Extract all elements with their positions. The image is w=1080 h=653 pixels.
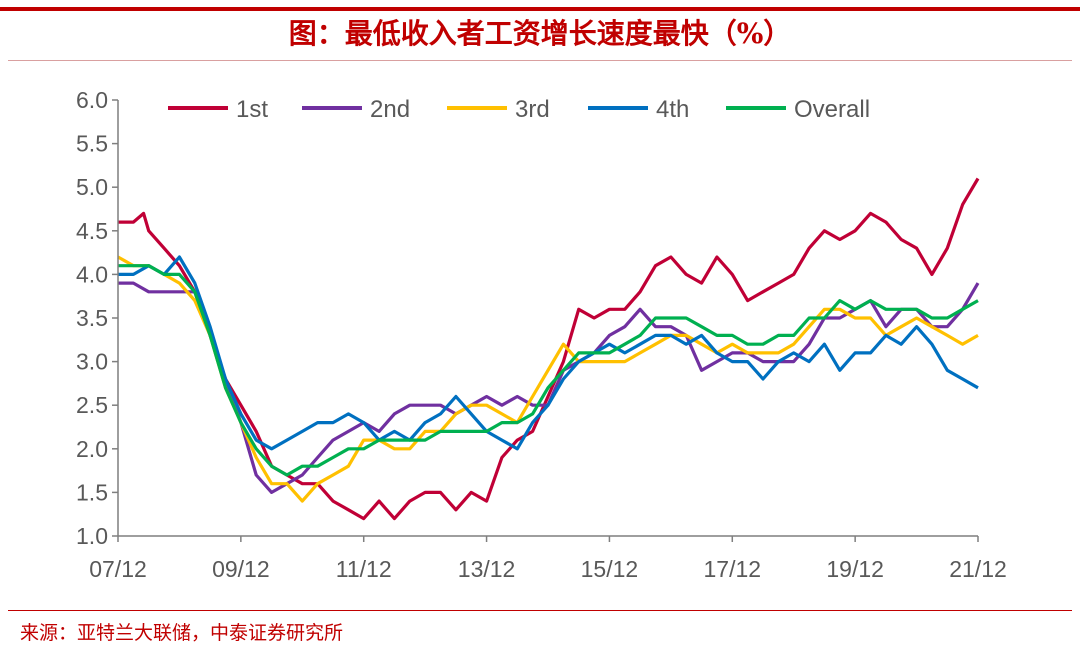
- chart-title: 图：最低收入者工资增长速度最快（%）: [288, 17, 792, 50]
- y-tick-label: 3.0: [76, 349, 108, 375]
- title-divider: [8, 60, 1072, 61]
- x-tick-label: 11/12: [336, 556, 392, 582]
- header-top-rule: [0, 7, 1080, 11]
- y-tick-label: 6.0: [76, 87, 108, 113]
- series-line-overall: [118, 264, 979, 477]
- source-note: 来源：亚特兰大联储，中泰证券研究所: [20, 622, 344, 644]
- legend-item-1st: 1st: [168, 96, 268, 123]
- x-tick-label: 17/12: [704, 556, 762, 582]
- legend-item-overall: Overall: [726, 96, 870, 123]
- y-tick-label: 5.5: [76, 131, 108, 157]
- y-tick-label: 4.5: [76, 218, 108, 244]
- legend-item-3rd: 3rd: [447, 96, 550, 123]
- y-tick-label: 3.5: [76, 305, 108, 331]
- y-tick-label: 2.5: [76, 392, 108, 418]
- y-tick-label: 1.5: [76, 479, 108, 505]
- legend-label: 3rd: [515, 96, 550, 123]
- legend-label: 1st: [236, 96, 268, 123]
- y-tick-label: 1.0: [76, 523, 108, 549]
- legend-item-4th: 4th: [588, 96, 689, 123]
- series-line-3rd: [117, 255, 979, 503]
- x-tick-label: 15/12: [581, 556, 639, 582]
- series-layer: [117, 177, 980, 521]
- legend-label: Overall: [794, 96, 870, 123]
- axes-layer: 6.0 5.5 5.0 4.5 4.0 3.5 3.0 2.5 2.0 1.5 1.0 07/12 09…: [76, 87, 1007, 582]
- x-tick-label: 21/12: [949, 556, 1007, 582]
- x-tick-label: 07/12: [89, 556, 147, 582]
- legend-item-2nd: 2nd: [302, 96, 410, 123]
- legend-label: 2nd: [370, 96, 410, 123]
- x-tick-label: 09/12: [212, 556, 270, 582]
- y-tick-label: 5.0: [76, 174, 108, 200]
- x-tick-label: 19/12: [826, 556, 884, 582]
- line-chart: 1st 2nd 3rd 4th Overall 6.0 5.5 5.0 4.5 4.0 3.5 3.…: [76, 87, 1007, 582]
- series-line-4th: [118, 255, 979, 451]
- y-tick-label: 2.0: [76, 436, 108, 462]
- footer-rule: [8, 610, 1072, 611]
- x-tick-label: 13/12: [458, 556, 516, 582]
- legend-label: 4th: [656, 96, 689, 123]
- y-tick-label: 4.0: [76, 261, 108, 287]
- chart-legend: 1st 2nd 3rd 4th Overall: [168, 96, 870, 123]
- series-line-1st: [118, 177, 980, 521]
